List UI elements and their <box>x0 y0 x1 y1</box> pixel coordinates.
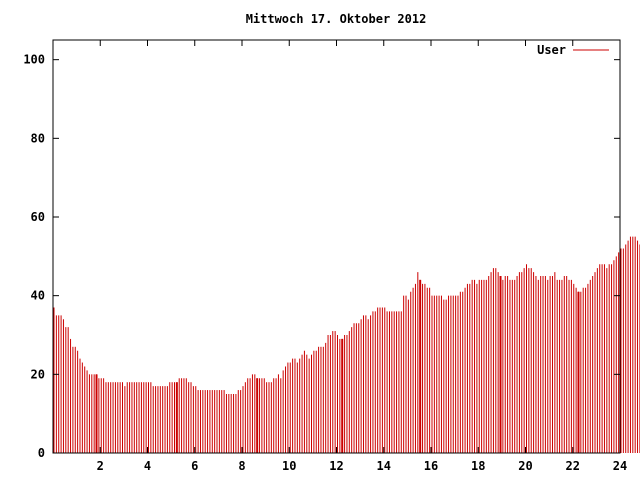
x-tick-label: 4 <box>144 459 151 473</box>
x-tick-label: 6 <box>191 459 198 473</box>
chart-title: Mittwoch 17. Oktober 2012 <box>246 12 427 26</box>
bars-layer <box>53 236 640 453</box>
y-tick-label: 20 <box>31 367 45 381</box>
x-tick-label: 2 <box>97 459 104 473</box>
x-tick-label: 8 <box>238 459 245 473</box>
plot-frame <box>52 39 621 454</box>
legend-label-user: User <box>537 43 566 57</box>
x-tick-label: 12 <box>329 459 343 473</box>
y-tick-label: 40 <box>31 289 45 303</box>
y-axis: 0 20 40 60 80 100 <box>23 53 620 460</box>
x-tick-label: 20 <box>518 459 532 473</box>
x-tick-label: 14 <box>377 459 391 473</box>
legend: User <box>537 43 609 57</box>
x-tick-label: 22 <box>566 459 580 473</box>
x-tick-label: 24 <box>613 459 627 473</box>
x-axis: 2 4 6 8 10 12 14 16 18 20 22 24 <box>97 40 627 473</box>
x-tick-label: 18 <box>471 459 485 473</box>
y-tick-label: 0 <box>38 446 45 460</box>
y-tick-label: 100 <box>23 53 45 67</box>
y-tick-label: 60 <box>31 210 45 224</box>
x-tick-label: 10 <box>282 459 296 473</box>
x-tick-label: 16 <box>424 459 438 473</box>
y-tick-label: 80 <box>31 131 45 145</box>
